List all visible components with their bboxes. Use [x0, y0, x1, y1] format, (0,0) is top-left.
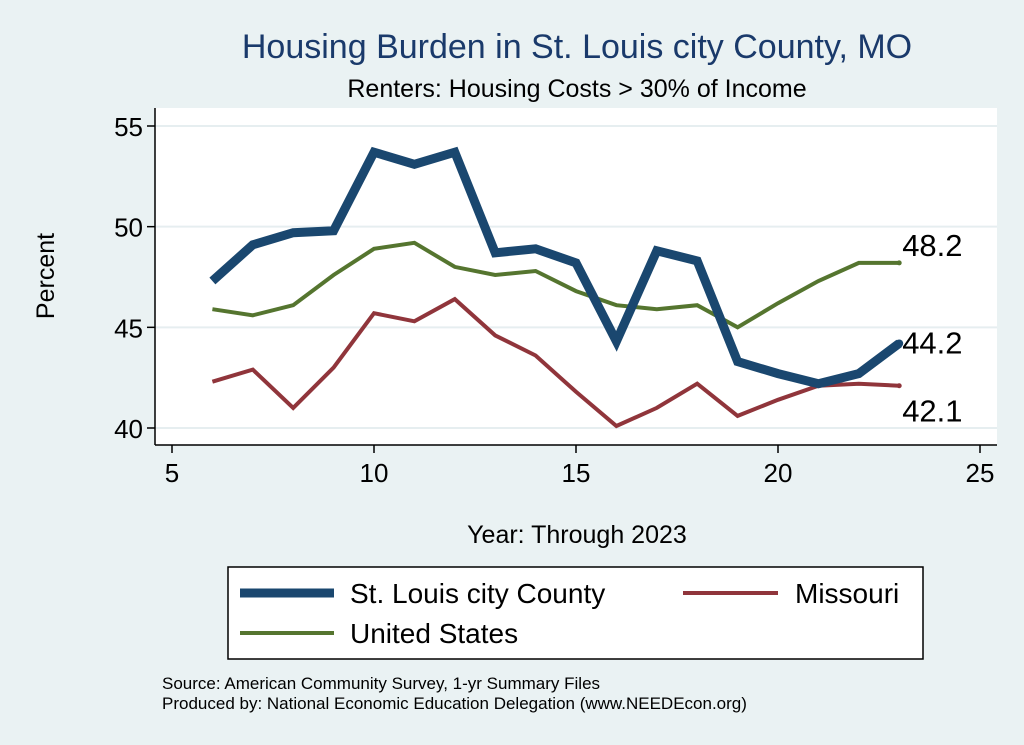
y-tick-label-55: 55 [114, 112, 143, 142]
series-lines [209, 146, 904, 429]
end-label-0: 44.2 [902, 325, 962, 360]
y-axis-title: Percent [32, 233, 60, 319]
y-tick-label-40: 40 [114, 414, 143, 444]
series-line-2 [212, 240, 900, 330]
legend-label-united-states: United States [350, 618, 518, 649]
x-tick-label-5: 5 [165, 458, 179, 488]
chart-title: Housing Burden in St. Louis city County,… [242, 28, 912, 66]
series-end-marker-0 [895, 339, 904, 348]
chart-subtitle: Renters: Housing Costs > 30% of Income [347, 75, 806, 103]
series-end-marker-2 [896, 260, 902, 266]
series-line-0 [209, 146, 902, 389]
y-tick-label-45: 45 [114, 313, 143, 343]
y-tick-label-50: 50 [114, 213, 143, 243]
series-line-1 [211, 296, 900, 429]
source-note: Source: American Community Survey, 1-yr … [162, 674, 600, 693]
producer-note: Produced by: National Economic Education… [162, 694, 747, 713]
x-tick-label-15: 15 [562, 458, 591, 488]
legend-box [227, 566, 924, 660]
legend-label-st-louis: St. Louis city County [350, 578, 605, 609]
x-tick-label-20: 20 [764, 458, 793, 488]
end-labels: 44.2 42.1 48.2 [902, 228, 962, 429]
plot-area [155, 108, 997, 445]
end-label-2: 48.2 [902, 228, 962, 263]
x-tick-label-10: 10 [360, 458, 389, 488]
series-end-marker-1 [896, 383, 902, 389]
x-tick-label-25: 25 [966, 458, 995, 488]
x-axis-title: Year: Through 2023 [467, 521, 687, 549]
legend-label-missouri: Missouri [795, 578, 899, 609]
end-label-1: 42.1 [902, 394, 962, 429]
legend: St. Louis city County Missouri United St… [227, 566, 924, 660]
grid [155, 125, 997, 429]
